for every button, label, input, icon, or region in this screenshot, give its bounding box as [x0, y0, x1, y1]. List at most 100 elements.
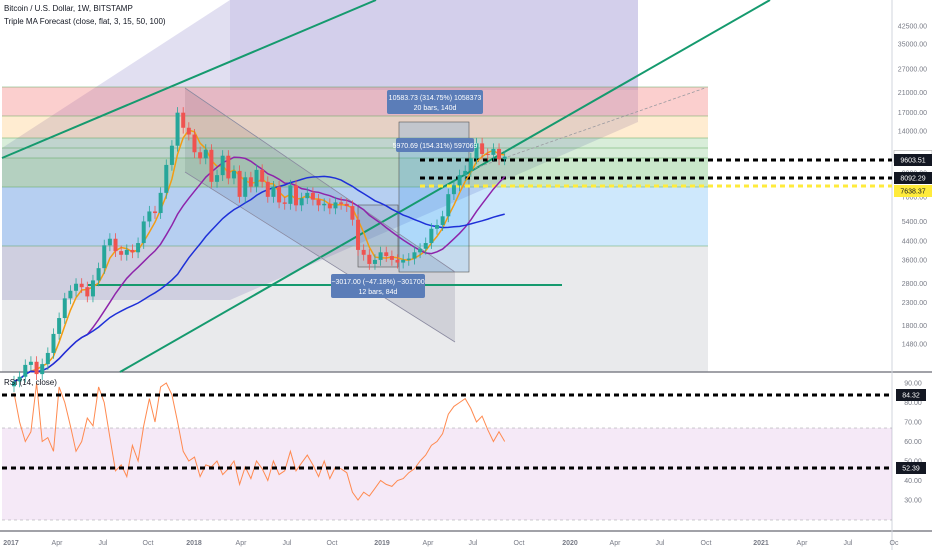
price-tick: 14000.00	[898, 129, 927, 136]
candle-body	[198, 152, 203, 159]
price-tick: 1480.00	[902, 342, 927, 349]
candle-body	[119, 251, 124, 255]
time-tick: Oc	[890, 540, 899, 547]
candle-body	[299, 198, 304, 206]
candle-body	[147, 211, 152, 222]
fib-band	[2, 116, 708, 138]
candle-body	[209, 149, 214, 182]
candle-body	[260, 169, 265, 182]
candle-body	[401, 259, 406, 263]
time-tick: Oct	[143, 540, 154, 547]
range-up-label-bg	[387, 90, 483, 114]
ma-fast-line	[13, 129, 505, 383]
time-tick: 2019	[374, 540, 390, 547]
dashed-projection	[469, 87, 706, 171]
candle-body	[136, 243, 141, 253]
candle-body	[446, 194, 451, 217]
candle-body	[23, 364, 28, 377]
channel-fill	[2, 0, 638, 300]
candle-body	[237, 170, 242, 197]
candle-body	[372, 259, 377, 264]
candle-body	[186, 127, 191, 135]
range-mid-label-text: 5970.69 (154.31%) 597069	[393, 143, 478, 150]
candle-body	[440, 216, 445, 226]
candle-body	[305, 192, 310, 199]
time-tick: Apr	[797, 540, 809, 547]
candle-body	[333, 202, 338, 209]
candle-body	[474, 143, 479, 159]
time-tick: Apr	[52, 540, 64, 547]
candle-body	[90, 280, 95, 297]
candle-body	[361, 249, 366, 255]
candle-body	[68, 290, 73, 299]
chart-title: Bitcoin / U.S. Dollar, 1W, BITSTAMP	[4, 4, 133, 13]
candle-body	[384, 252, 389, 257]
rsi-level-label-0: 84.32	[902, 393, 920, 400]
candle-body	[107, 238, 112, 246]
candle-body	[435, 225, 439, 229]
candle-body	[265, 181, 270, 197]
candle-body	[451, 185, 456, 195]
candle-body	[457, 175, 462, 186]
candle-body	[175, 112, 180, 146]
candle-body	[192, 134, 197, 153]
price-tick: 4400.00	[902, 238, 927, 245]
time-tick: Oct	[514, 540, 525, 547]
candle-body	[423, 243, 428, 249]
ma-mid-line	[13, 156, 506, 383]
rsi-band	[2, 428, 892, 520]
candle-body	[248, 177, 253, 187]
candle-body	[130, 249, 135, 253]
time-tick: Jul	[656, 540, 665, 547]
candle-body	[316, 199, 321, 206]
price-tick: 42500.00	[898, 23, 927, 30]
fib-band	[2, 187, 708, 246]
range-down-label-text: 12 bars, 84d	[359, 289, 398, 296]
price-tick: 5400.00	[902, 219, 927, 226]
rsi-level-box-1	[896, 462, 926, 474]
candle-body	[418, 248, 423, 253]
price-tick: 27000.00	[898, 66, 927, 73]
candle-body	[367, 254, 372, 264]
candle-body	[491, 148, 496, 155]
time-tick: Jul	[844, 540, 853, 547]
time-tick: 2021	[753, 540, 769, 547]
price-tick: 2800.00	[902, 281, 927, 288]
candle-body	[277, 186, 282, 203]
candle-body	[389, 256, 394, 260]
desc-channel-upper	[184, 87, 456, 273]
time-tick: Apr	[236, 540, 248, 547]
candle-body	[51, 333, 56, 353]
price-level-box-2	[894, 185, 932, 197]
candle-body	[502, 156, 507, 160]
candle-body	[34, 361, 39, 375]
time-tick: Oct	[327, 540, 338, 547]
candle-body	[463, 170, 468, 176]
candle-body	[124, 249, 129, 255]
candle-body	[181, 112, 186, 128]
ma-slow-line	[13, 175, 505, 383]
range-down-label-bg	[331, 274, 425, 298]
time-tick: Jul	[469, 540, 478, 547]
time-tick: Oct	[701, 540, 712, 547]
candle-body	[344, 203, 349, 207]
range-up-label-text: 10583.73 (314.75%) 1058373	[389, 95, 482, 102]
channel-upper-fill	[230, 0, 638, 90]
fib-band	[2, 158, 708, 187]
price-tick: 2300.00	[902, 300, 927, 307]
candle-body	[356, 219, 361, 250]
candle-body	[158, 192, 163, 214]
candle-body	[28, 361, 33, 365]
range-down-label-text: −3017.00 (−47.18%) −301700	[331, 279, 424, 286]
candle-body	[40, 364, 45, 375]
price-tick: 3600.00	[902, 257, 927, 264]
candle-body	[350, 206, 355, 220]
price-tick: 35000.00	[898, 42, 927, 49]
candle-body	[254, 169, 259, 187]
candle-body	[79, 283, 84, 288]
candle-body	[226, 155, 231, 179]
time-tick: Jul	[283, 540, 292, 547]
rsi-tick: 70.00	[904, 420, 922, 427]
price-level-label-0: 9603.51	[900, 158, 925, 165]
